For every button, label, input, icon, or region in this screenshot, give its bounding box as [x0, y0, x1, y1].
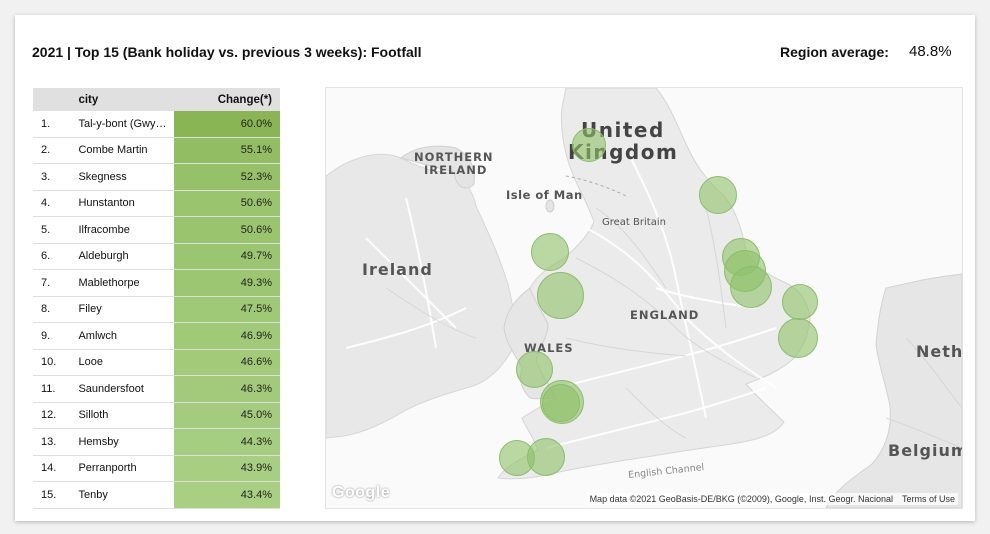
row-rank: 4.	[33, 190, 77, 217]
row-rank: 13.	[33, 428, 77, 456]
map-label-netherlands: Nethe	[916, 342, 963, 361]
row-city: Tenby	[76, 481, 174, 509]
map-label-northern: NORTHERN	[414, 150, 494, 164]
row-change: 50.6%	[173, 216, 280, 244]
row-change: 49.7%	[173, 243, 280, 270]
map-bubble-ilfracombe[interactable]	[542, 384, 580, 422]
map-bubble-silloth[interactable]	[572, 128, 606, 162]
row-rank: 8.	[33, 296, 77, 323]
row-rank: 15.	[33, 481, 77, 509]
map-bubble-aldeburgh[interactable]	[778, 318, 818, 358]
table-row[interactable]: 5. Ilfracombe 50.6%	[33, 216, 280, 244]
table-row[interactable]: 12. Silloth 45.0%	[33, 402, 280, 429]
row-rank: 5.	[33, 216, 77, 244]
row-rank: 12.	[33, 402, 77, 429]
row-rank: 6.	[33, 243, 77, 270]
table-row[interactable]: 14. Perranporth 43.9%	[33, 455, 280, 482]
row-rank: 3.	[33, 163, 77, 191]
row-city: Tal-y-bont (Gwy…	[76, 111, 174, 138]
map-bubble-hemsby[interactable]	[782, 284, 818, 320]
table-row[interactable]: 15. Tenby 43.4%	[33, 481, 280, 509]
table-row[interactable]: 3. Skegness 52.3%	[33, 163, 280, 191]
map-label-great-britain: Great Britain	[602, 217, 666, 228]
map-data-attribution: Map data ©2021 GeoBasis-DE/BKG (©2009), …	[589, 494, 893, 504]
row-rank: 10.	[33, 349, 77, 376]
table-row[interactable]: 8. Filey 47.5%	[33, 296, 280, 323]
map-attribution: Map data ©2021 GeoBasis-DE/BKG (©2009), …	[586, 493, 958, 505]
row-change: 46.9%	[173, 322, 280, 350]
row-change: 60.0%	[173, 111, 280, 138]
row-rank: 14.	[33, 455, 77, 482]
google-logo: Google	[332, 484, 391, 501]
row-change: 52.3%	[173, 163, 280, 191]
map-label-belgium: Belgium	[888, 441, 963, 460]
row-change: 49.3%	[173, 269, 280, 297]
terms-of-use-link[interactable]: Terms of Use	[901, 494, 955, 504]
row-city: Filey	[76, 296, 174, 323]
report-title: 2021 | Top 15 (Bank holiday vs. previous…	[32, 44, 422, 60]
row-change: 55.1%	[173, 137, 280, 164]
map-bubble-saundersfoot[interactable]	[516, 351, 553, 388]
map-view[interactable]: United Kingdom NORTHERN IRELAND Isle of …	[325, 87, 963, 509]
row-city: Hunstanton	[76, 190, 174, 217]
row-city: Looe	[76, 349, 174, 376]
map-label-isle-of-man: Isle of Man	[506, 188, 583, 202]
row-city: Skegness	[76, 163, 174, 191]
map-bubble-tal-y-bont[interactable]	[537, 272, 584, 319]
row-rank: 2.	[33, 137, 77, 164]
row-city: Perranporth	[76, 455, 174, 482]
map-bubble-filey[interactable]	[699, 176, 737, 214]
change-column-header[interactable]: Change(*)	[173, 88, 280, 111]
map-bubble-hunstanton[interactable]	[730, 266, 772, 308]
table-row[interactable]: 6. Aldeburgh 49.7%	[33, 243, 280, 270]
table-row[interactable]: 13. Hemsby 44.3%	[33, 428, 280, 456]
row-city: Aldeburgh	[76, 243, 174, 270]
row-change: 46.3%	[173, 375, 280, 403]
row-city: Amlwch	[76, 322, 174, 350]
region-average-label: Region average:	[780, 44, 889, 60]
row-change: 46.6%	[173, 349, 280, 376]
table-row[interactable]: 10. Looe 46.6%	[33, 349, 280, 376]
map-bubble-amlwch[interactable]	[531, 233, 569, 271]
table-row[interactable]: 9. Amlwch 46.9%	[33, 322, 280, 350]
row-change: 43.4%	[173, 481, 280, 509]
row-change: 50.6%	[173, 190, 280, 217]
table-row[interactable]: 11. Saundersfoot 46.3%	[33, 375, 280, 403]
row-change: 44.3%	[173, 428, 280, 456]
map-base	[326, 88, 962, 508]
map-label-ireland-ni: IRELAND	[424, 163, 488, 177]
row-change: 43.9%	[173, 455, 280, 482]
row-city: Hemsby	[76, 428, 174, 456]
row-city: Silloth	[76, 402, 174, 429]
table-row[interactable]: 7. Mablethorpe 49.3%	[33, 269, 280, 297]
map-label-england: ENGLAND	[630, 308, 700, 322]
report-card: 2021 | Top 15 (Bank holiday vs. previous…	[15, 15, 975, 521]
row-city: Saundersfoot	[76, 375, 174, 403]
row-city: Combe Martin	[76, 137, 174, 164]
city-column-header[interactable]: city	[76, 88, 174, 111]
table-header-row: city Change(*)	[33, 88, 280, 111]
map-bubble-looe[interactable]	[527, 438, 565, 476]
map-label-ireland: Ireland	[362, 260, 433, 279]
table-body: 1. Tal-y-bont (Gwy… 60.0% 2. Combe Martin 55.…	[33, 111, 280, 509]
row-change: 45.0%	[173, 402, 280, 429]
row-rank: 11.	[33, 375, 77, 403]
row-rank: 9.	[33, 322, 77, 350]
rank-column-header[interactable]	[33, 88, 77, 111]
row-rank: 1.	[33, 111, 77, 138]
region-average-value: 48.8%	[909, 43, 952, 60]
row-change: 47.5%	[173, 296, 280, 323]
top-cities-table: city Change(*) 1. Tal-y-bont (Gwy… 60.0% 2.…	[33, 88, 280, 509]
row-city: Mablethorpe	[76, 269, 174, 297]
table-row[interactable]: 1. Tal-y-bont (Gwy… 60.0%	[33, 111, 280, 138]
table-row[interactable]: 2. Combe Martin 55.1%	[33, 137, 280, 164]
row-city: Ilfracombe	[76, 216, 174, 244]
row-rank: 7.	[33, 269, 77, 297]
table-row[interactable]: 4. Hunstanton 50.6%	[33, 190, 280, 217]
